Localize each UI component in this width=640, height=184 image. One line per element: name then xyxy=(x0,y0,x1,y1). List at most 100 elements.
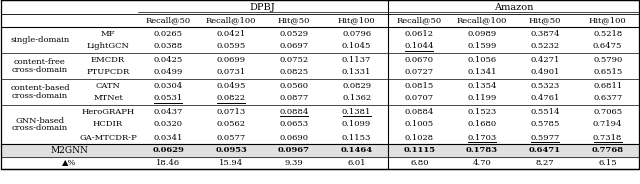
Text: 0.0495: 0.0495 xyxy=(216,82,246,89)
Text: 0.0629: 0.0629 xyxy=(152,146,184,155)
Text: cross-domain: cross-domain xyxy=(12,124,68,132)
Text: PTUPCDR: PTUPCDR xyxy=(86,68,130,77)
Text: 0.4901: 0.4901 xyxy=(530,68,559,77)
Text: Recall@100: Recall@100 xyxy=(206,17,256,24)
Text: 0.0577: 0.0577 xyxy=(216,134,246,141)
Text: 0.0697: 0.0697 xyxy=(279,43,308,50)
Text: 0.1381: 0.1381 xyxy=(342,107,371,116)
Text: 0.0320: 0.0320 xyxy=(154,121,183,128)
Text: 0.0531: 0.0531 xyxy=(154,95,183,102)
Text: 0.1523: 0.1523 xyxy=(467,107,497,116)
Text: 0.0796: 0.0796 xyxy=(342,29,371,38)
Text: Recall@50: Recall@50 xyxy=(397,17,442,24)
Text: 0.4761: 0.4761 xyxy=(530,95,559,102)
Text: 0.0825: 0.0825 xyxy=(279,68,308,77)
Text: CATN: CATN xyxy=(95,82,120,89)
Text: M2GNN: M2GNN xyxy=(50,146,88,155)
Text: 0.0699: 0.0699 xyxy=(216,56,246,63)
Text: 0.1680: 0.1680 xyxy=(468,121,497,128)
Text: 0.0529: 0.0529 xyxy=(279,29,308,38)
Text: 0.7318: 0.7318 xyxy=(593,134,622,141)
Text: 0.0562: 0.0562 xyxy=(216,121,246,128)
Text: 0.6471: 0.6471 xyxy=(529,146,561,155)
Text: content-free: content-free xyxy=(14,59,66,66)
Text: 0.5785: 0.5785 xyxy=(530,121,559,128)
Text: 0.1137: 0.1137 xyxy=(342,56,371,63)
Text: HCDIR: HCDIR xyxy=(93,121,123,128)
Text: 0.0304: 0.0304 xyxy=(154,82,183,89)
Text: 0.0425: 0.0425 xyxy=(154,56,183,63)
Text: 0.0341: 0.0341 xyxy=(154,134,183,141)
Text: 0.0884: 0.0884 xyxy=(404,107,434,116)
Text: 0.0752: 0.0752 xyxy=(279,56,308,63)
Text: 0.1056: 0.1056 xyxy=(468,56,497,63)
Text: 0.1703: 0.1703 xyxy=(467,134,497,141)
Text: 0.0595: 0.0595 xyxy=(216,43,246,50)
Text: Hit@100: Hit@100 xyxy=(338,17,376,24)
Text: EMCDR: EMCDR xyxy=(91,56,125,63)
Text: 0.0388: 0.0388 xyxy=(154,43,183,50)
Text: Hit@50: Hit@50 xyxy=(278,17,310,24)
Text: 9.39: 9.39 xyxy=(285,159,303,167)
Text: 0.6475: 0.6475 xyxy=(593,43,622,50)
Text: GA-MTCDR-P: GA-MTCDR-P xyxy=(79,134,137,141)
Text: 0.5323: 0.5323 xyxy=(531,82,559,89)
Text: 0.1115: 0.1115 xyxy=(403,146,435,155)
Text: 0.1783: 0.1783 xyxy=(466,146,498,155)
Text: 0.5514: 0.5514 xyxy=(530,107,559,116)
Text: 8.27: 8.27 xyxy=(536,159,554,167)
Text: 6.01: 6.01 xyxy=(348,159,366,167)
Text: 0.0967: 0.0967 xyxy=(278,146,310,155)
Text: Recall@50: Recall@50 xyxy=(146,17,191,24)
Text: 4.70: 4.70 xyxy=(473,159,492,167)
Text: 0.0421: 0.0421 xyxy=(216,29,246,38)
Text: 0.5232: 0.5232 xyxy=(531,43,559,50)
Text: 0.1354: 0.1354 xyxy=(467,82,497,89)
Text: 0.0265: 0.0265 xyxy=(154,29,183,38)
Text: 0.1153: 0.1153 xyxy=(342,134,371,141)
Text: 0.7194: 0.7194 xyxy=(593,121,622,128)
Text: 0.6811: 0.6811 xyxy=(593,82,622,89)
Text: 0.0437: 0.0437 xyxy=(154,107,183,116)
Text: 0.0829: 0.0829 xyxy=(342,82,371,89)
Text: LightGCN: LightGCN xyxy=(86,43,129,50)
Text: 0.1199: 0.1199 xyxy=(467,95,497,102)
Text: 0.1005: 0.1005 xyxy=(405,121,434,128)
Text: 0.0499: 0.0499 xyxy=(154,68,183,77)
Text: single-domain: single-domain xyxy=(10,36,70,44)
Text: Recall@100: Recall@100 xyxy=(457,17,508,24)
Text: 0.1045: 0.1045 xyxy=(342,43,371,50)
Text: MF: MF xyxy=(100,29,115,38)
Text: 0.0727: 0.0727 xyxy=(405,68,434,77)
Text: 0.5218: 0.5218 xyxy=(593,29,622,38)
Text: 0.1331: 0.1331 xyxy=(342,68,371,77)
Text: 0.6515: 0.6515 xyxy=(593,68,622,77)
Text: 0.7768: 0.7768 xyxy=(591,146,624,155)
Text: 0.7065: 0.7065 xyxy=(593,107,622,116)
Text: 6.80: 6.80 xyxy=(410,159,429,167)
Text: 0.0731: 0.0731 xyxy=(216,68,246,77)
Text: 0.0690: 0.0690 xyxy=(280,134,308,141)
Text: 0.1028: 0.1028 xyxy=(405,134,434,141)
Text: 0.0989: 0.0989 xyxy=(467,29,497,38)
Text: 0.0560: 0.0560 xyxy=(280,82,308,89)
Text: 0.0953: 0.0953 xyxy=(215,146,247,155)
Text: 0.0612: 0.0612 xyxy=(405,29,434,38)
Text: Amazon: Amazon xyxy=(494,3,533,11)
Text: 0.1599: 0.1599 xyxy=(467,43,497,50)
Text: 0.1362: 0.1362 xyxy=(342,95,371,102)
Text: MTNet: MTNet xyxy=(93,95,123,102)
Text: cross-domain: cross-domain xyxy=(12,91,68,100)
Bar xyxy=(1,144,639,157)
Text: 0.0815: 0.0815 xyxy=(404,82,434,89)
Text: 0.0822: 0.0822 xyxy=(216,95,246,102)
Text: 0.0653: 0.0653 xyxy=(279,121,308,128)
Text: 0.0884: 0.0884 xyxy=(279,107,308,116)
Text: 18.46: 18.46 xyxy=(156,159,180,167)
Text: 0.5790: 0.5790 xyxy=(593,56,622,63)
Text: DPBJ: DPBJ xyxy=(250,3,275,11)
Text: cross-domain: cross-domain xyxy=(12,66,68,73)
Text: 6.15: 6.15 xyxy=(598,159,617,167)
Text: 0.0707: 0.0707 xyxy=(405,95,434,102)
Text: 0.0670: 0.0670 xyxy=(405,56,434,63)
